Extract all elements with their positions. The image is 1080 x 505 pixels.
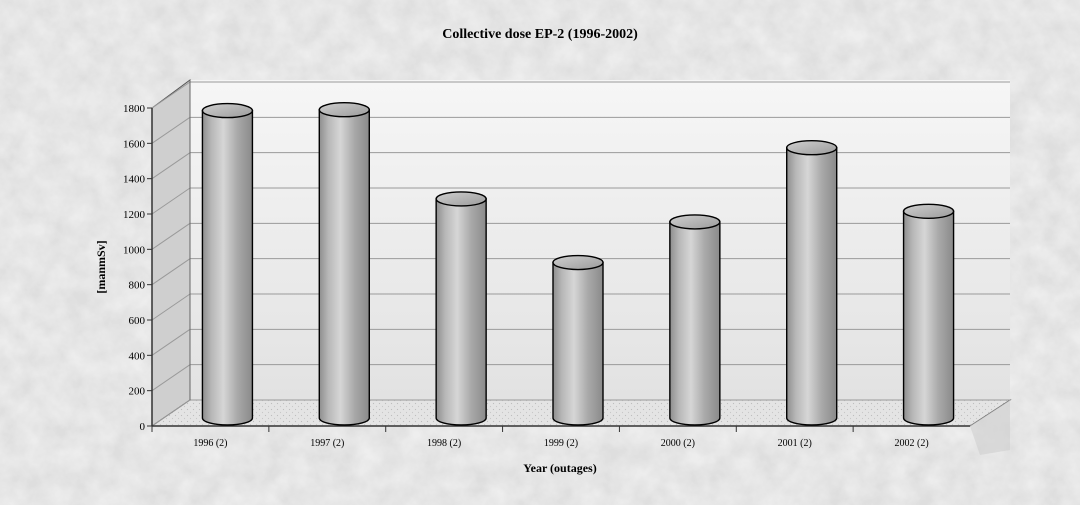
bar-body bbox=[552, 261, 604, 426]
y-tick-label: 600 bbox=[129, 315, 146, 327]
bar bbox=[318, 102, 370, 426]
y-axis-label: [manmSv] bbox=[94, 240, 108, 293]
floor-shadow bbox=[970, 400, 1010, 455]
bar-body bbox=[201, 109, 254, 426]
bar-cap bbox=[669, 214, 721, 230]
bar bbox=[902, 203, 955, 426]
bar-cap bbox=[201, 102, 254, 119]
y-tick-label: 1200 bbox=[123, 209, 146, 221]
plot-left-wall bbox=[151, 79, 191, 427]
y-tick-label: 0 bbox=[140, 421, 146, 433]
gridline-side bbox=[151, 187, 191, 215]
bar-cap bbox=[786, 139, 838, 156]
bar-body bbox=[318, 109, 370, 426]
gridline-side bbox=[151, 116, 191, 144]
bars bbox=[201, 102, 955, 426]
gridline-side bbox=[151, 258, 191, 286]
bar-body bbox=[902, 210, 955, 426]
gridline-side bbox=[151, 293, 191, 321]
y-tick-label: 200 bbox=[129, 386, 146, 398]
bar-body bbox=[786, 147, 838, 426]
y-tick-label: 1400 bbox=[123, 174, 146, 186]
bar-cap bbox=[435, 191, 487, 207]
y-tick-label: 1000 bbox=[123, 244, 146, 256]
bar bbox=[552, 254, 604, 426]
y-tick-label: 400 bbox=[129, 350, 146, 362]
gridline-side bbox=[151, 81, 191, 109]
y-tick-label: 1800 bbox=[123, 103, 146, 115]
x-tick-label: 1996 (2) bbox=[193, 438, 227, 449]
bar bbox=[786, 139, 838, 426]
y-tick-label: 1600 bbox=[123, 138, 146, 150]
gridline-side bbox=[151, 364, 191, 392]
gridline-side bbox=[151, 328, 191, 356]
gridline-side bbox=[151, 152, 191, 180]
bar bbox=[201, 102, 254, 426]
bar-cap bbox=[318, 102, 370, 118]
x-tick-label: 2002 (2) bbox=[894, 438, 928, 449]
gridline-side bbox=[151, 222, 191, 250]
x-axis-label: Year (outages) bbox=[523, 461, 596, 475]
x-ticks: 1996 (2) 1997 (2) 1998 (2) 1999 (2) 2000 (2)… bbox=[151, 426, 929, 449]
bar bbox=[669, 214, 721, 426]
bar-body bbox=[435, 198, 487, 426]
bar-cap bbox=[552, 254, 604, 271]
x-tick-label: 1999 (2) bbox=[544, 438, 578, 449]
bar bbox=[435, 191, 487, 426]
y-ticks: 0 200 400 600 800 1000 1200 1400 1600 1800 bbox=[123, 103, 152, 433]
x-tick-label: 1997 (2) bbox=[310, 438, 344, 449]
x-tick-label: 1998 (2) bbox=[427, 438, 461, 449]
x-tick-label: 2000 (2) bbox=[661, 438, 695, 449]
y-tick-label: 800 bbox=[129, 280, 146, 292]
bar-body bbox=[669, 221, 721, 426]
x-tick-label: 2001 (2) bbox=[778, 438, 812, 449]
chart-title: Collective dose EP-2 (1996-2002) bbox=[442, 27, 638, 42]
gridline-side bbox=[151, 399, 191, 427]
bar-cap bbox=[902, 203, 955, 220]
